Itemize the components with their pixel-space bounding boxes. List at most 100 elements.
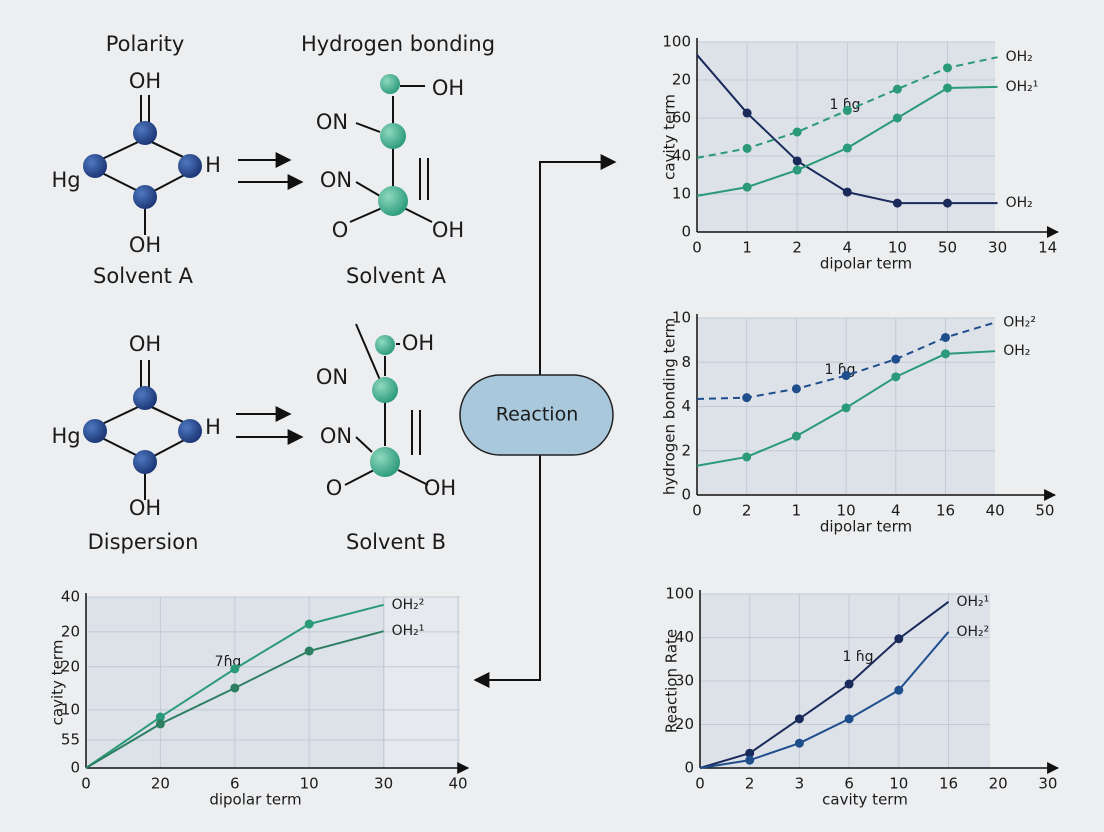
- y-axis-title: cavity term: [661, 94, 679, 180]
- point: [941, 349, 950, 359]
- x-tick-label: 10: [300, 775, 319, 793]
- atom-label: OH: [424, 476, 456, 500]
- series-line: [699, 631, 950, 769]
- atom: [380, 123, 406, 149]
- series-line: [699, 601, 950, 769]
- y-axis-title: cavity term: [49, 640, 67, 726]
- point: [742, 182, 752, 192]
- point: [943, 63, 952, 73]
- annotation: 1 ɦg: [842, 649, 873, 665]
- atom-label: Hg: [51, 424, 80, 448]
- point: [791, 431, 801, 441]
- point: [842, 187, 852, 197]
- atom: [83, 154, 107, 178]
- x-tick-label: 0: [81, 775, 91, 793]
- point: [841, 403, 851, 413]
- x-tick-label: 50: [938, 239, 957, 257]
- caption: Solvent A: [93, 264, 194, 288]
- x-tick-label: 0: [692, 239, 702, 257]
- point: [742, 108, 752, 118]
- y-tick-label: 4: [681, 397, 691, 415]
- x-tick-label: 4: [843, 239, 853, 257]
- point: [742, 393, 752, 403]
- y-tick-label: 0: [70, 759, 80, 777]
- y-tick-label: 2: [681, 441, 691, 459]
- annotation: 1 ɦg: [824, 362, 855, 378]
- heading: Hydrogen bonding: [301, 32, 495, 56]
- atom: [133, 121, 157, 145]
- point: [792, 165, 802, 175]
- x-tick-label: 50: [1035, 502, 1054, 520]
- legend-label: OH₂: [1006, 49, 1033, 65]
- atom: [375, 335, 395, 355]
- x-tick-label: 10: [888, 239, 907, 257]
- point: [742, 143, 752, 153]
- y-tick-label: 20: [672, 71, 691, 89]
- x-tick-label: 4: [891, 502, 901, 520]
- x-tick-label: 2: [742, 502, 752, 520]
- x-tick-label: 16: [939, 775, 958, 793]
- point: [304, 646, 314, 656]
- atom-label: H: [205, 415, 221, 439]
- x-tick-label: 0: [695, 775, 705, 793]
- point: [891, 372, 901, 382]
- atom-label: O: [326, 476, 343, 500]
- y-tick-label: 0: [681, 486, 691, 504]
- legend-label: OH₂²: [392, 597, 425, 613]
- x-tick-label: 3: [795, 775, 805, 793]
- y-tick-label: 30: [675, 672, 694, 690]
- x-axis-title: dipolar term: [209, 791, 301, 809]
- atom: [378, 186, 408, 216]
- point: [891, 354, 901, 364]
- point: [841, 371, 851, 381]
- point: [794, 714, 804, 724]
- molecule: [99, 360, 191, 500]
- point: [791, 384, 801, 394]
- atom-label: OH: [129, 233, 161, 257]
- atom: [133, 386, 157, 410]
- atom-label: ON: [316, 365, 348, 389]
- y-tick-label: 10: [672, 309, 691, 327]
- point: [745, 755, 755, 765]
- x-tick-label: 16: [936, 502, 955, 520]
- point: [792, 127, 802, 137]
- x-tick-label: 6: [230, 775, 240, 793]
- atom-label: ON: [316, 110, 348, 134]
- atom: [133, 450, 157, 474]
- y-tick-label: 8: [681, 353, 691, 371]
- x-tick-label: 2: [792, 239, 802, 257]
- y-tick-label: 40: [675, 628, 694, 646]
- x-tick-label: 14: [1038, 239, 1057, 257]
- point: [842, 105, 852, 115]
- molecule: [349, 85, 433, 223]
- atom-label: ON: [320, 168, 352, 192]
- x-tick-label: 20: [989, 775, 1008, 793]
- point: [892, 113, 902, 123]
- point: [155, 719, 165, 729]
- legend-label: OH₂²: [1003, 314, 1036, 330]
- legend-label: OH₂: [1003, 343, 1030, 359]
- point: [792, 156, 802, 166]
- x-axis-title: cavity term: [822, 791, 908, 809]
- point: [842, 143, 852, 153]
- point: [892, 84, 902, 94]
- atom: [178, 154, 202, 178]
- x-tick-label: 20: [151, 775, 170, 793]
- atom: [370, 447, 400, 477]
- y-tick-label: 20: [61, 622, 80, 640]
- point: [943, 198, 952, 208]
- atom-label: OH: [432, 76, 464, 100]
- x-tick-label: 2: [745, 775, 755, 793]
- arrows: [236, 152, 617, 688]
- x-tick-label: 40: [448, 775, 467, 793]
- x-tick-label: 0: [692, 502, 702, 520]
- point: [745, 748, 755, 758]
- legend-label: OH₂¹: [1006, 79, 1039, 95]
- atom-label: OH: [432, 218, 464, 242]
- y-tick-label: 40: [672, 147, 691, 165]
- x-axis-title: dipolar term: [820, 255, 912, 273]
- x-tick-label: 1: [742, 239, 752, 257]
- x-tick-label: 6: [844, 775, 854, 793]
- x-tick-label: 40: [986, 502, 1005, 520]
- point: [892, 198, 902, 208]
